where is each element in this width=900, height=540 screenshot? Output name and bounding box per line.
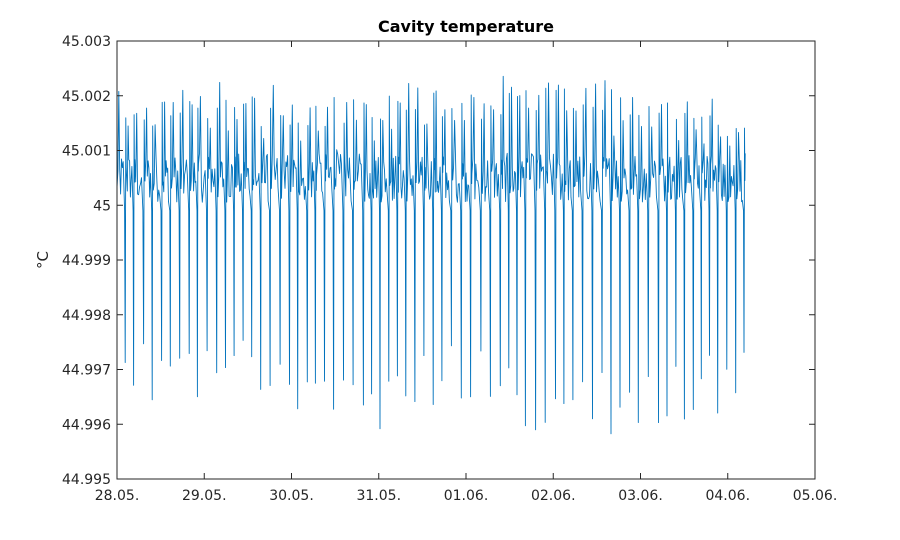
y-tick-label: 44.997 <box>62 363 111 379</box>
y-tick-label: 45 <box>93 198 111 214</box>
y-axis: 45.003 45.002 45.001 45 44.999 44.998 44.997 44… <box>62 34 815 488</box>
plot-area <box>117 41 815 479</box>
x-tick-label: 02.06. <box>531 488 576 504</box>
y-tick-label: 45.001 <box>62 144 111 160</box>
y-tick-label: 44.998 <box>62 308 111 324</box>
y-tick-label: 44.996 <box>62 417 111 433</box>
x-tick-label: 05.06. <box>793 488 838 504</box>
x-tick-label: 30.05. <box>269 488 314 504</box>
x-tick-label: 31.05. <box>356 488 401 504</box>
x-tick-label: 03.06. <box>618 488 663 504</box>
x-tick-label: 01.06. <box>444 488 489 504</box>
y-tick-label: 44.995 <box>62 472 111 488</box>
x-tick-label: 29.05. <box>182 488 227 504</box>
y-axis-label: °C <box>34 251 52 269</box>
y-tick-label: 44.999 <box>62 253 111 269</box>
x-tick-label: 04.06. <box>705 488 750 504</box>
series-layer <box>116 75 746 435</box>
x-tick-label: 28.05. <box>95 488 140 504</box>
y-tick-label: 45.003 <box>62 34 111 50</box>
x-axis: 28.05. 29.05. 30.05. 31.05. 01.06. 02.06. 03.0… <box>95 41 838 504</box>
chart-title: Cavity temperature <box>378 17 554 36</box>
series-line-cavity-temperature <box>116 75 746 435</box>
y-tick-label: 45.002 <box>62 89 111 105</box>
